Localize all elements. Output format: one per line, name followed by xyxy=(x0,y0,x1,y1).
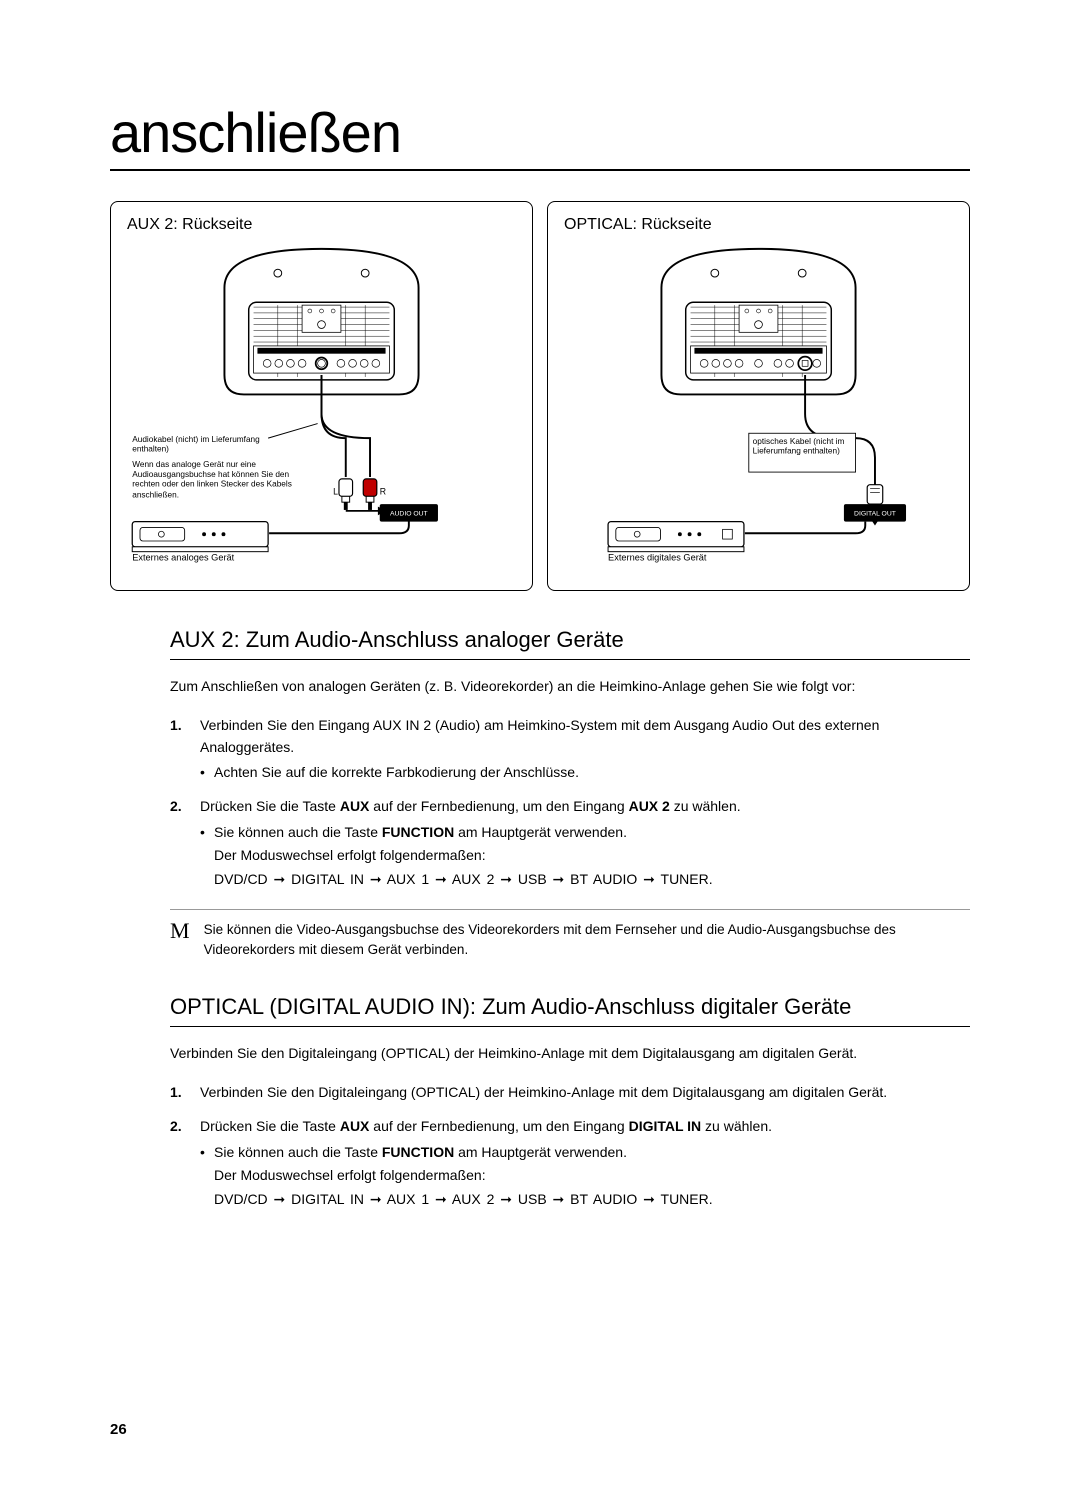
s1-mode-intro: Der Moduswechsel erfolgt folgendermaßen: xyxy=(214,845,970,867)
section1-step-1: 1. Verbinden Sie den Eingang AUX IN 2 (A… xyxy=(170,715,970,784)
section1-step-2: 2. Drücken Sie die Taste AUX auf der Fer… xyxy=(170,796,970,891)
section2-step-2: 2. Drücken Sie die Taste AUX auf der Fer… xyxy=(170,1116,970,1211)
aux2-mono-note: Wenn das analoge Gerät nur eine Audioaus… xyxy=(132,459,302,499)
s2-mode-chain: DVD/CD ➞ DIGITAL IN ➞ AUX 1 ➞ AUX 2 ➞ US… xyxy=(214,1189,970,1211)
diagram-aux2-svg: Audiokabel (nicht) im Lieferumfang entha… xyxy=(127,244,516,574)
note-icon: M xyxy=(170,920,190,961)
s1-mode-chain: DVD/CD ➞ DIGITAL IN ➞ AUX 1 ➞ AUX 2 ➞ US… xyxy=(214,869,970,891)
diagram-optical-title: OPTICAL: Rückseite xyxy=(564,216,953,234)
s1-step2-sub: Sie können auch die Taste FUNCTION am Ha… xyxy=(200,822,970,891)
s2-mode-intro: Der Moduswechsel erfolgt folgendermaßen: xyxy=(214,1165,970,1187)
optical-digital-out-label: DIGITAL OUT xyxy=(854,511,896,518)
aux2-cable-note: Audiokabel (nicht) im Lieferumfang entha… xyxy=(132,434,268,454)
section1-steps: 1. Verbinden Sie den Eingang AUX IN 2 (A… xyxy=(170,715,970,891)
s1-step1-sub: Achten Sie auf die korrekte Farbkodierun… xyxy=(200,762,970,784)
page-number: 26 xyxy=(110,1421,127,1438)
page-title: anschließen xyxy=(110,100,970,171)
aux2-plug-r-label: R xyxy=(380,486,386,496)
s2-step1-text: Verbinden Sie den Digitaleingang (OPTICA… xyxy=(200,1084,887,1100)
section-optical-heading: OPTICAL (DIGITAL AUDIO IN): Zum Audio-An… xyxy=(170,994,970,1027)
diagram-optical: OPTICAL: Rückseite xyxy=(547,201,970,591)
section2-steps: 1. Verbinden Sie den Digitaleingang (OPT… xyxy=(170,1082,970,1210)
section1-note: M Sie können die Video-Ausgangsbuchse de… xyxy=(170,909,970,961)
diagram-aux2-title: AUX 2: Rückseite xyxy=(127,216,516,234)
s2-step2-text: Drücken Sie die Taste AUX auf der Fernbe… xyxy=(200,1118,772,1134)
diagram-aux2: AUX 2: Rückseite xyxy=(110,201,533,591)
aux2-audio-out-label: AUDIO OUT xyxy=(390,511,428,518)
section2-intro: Verbinden Sie den Digitaleingang (OPTICA… xyxy=(170,1043,970,1064)
aux2-plug-l-label: L xyxy=(333,486,338,496)
diagram-row: AUX 2: Rückseite xyxy=(110,201,970,591)
section-aux2-heading: AUX 2: Zum Audio-Anschluss analoger Gerä… xyxy=(170,627,970,660)
diagram-optical-svg: optisches Kabel (nicht im Lieferumfang e… xyxy=(564,244,953,574)
section1-note-text: Sie können die Video-Ausgangsbuchse des … xyxy=(204,920,970,961)
s2-step2-sub: Sie können auch die Taste FUNCTION am Ha… xyxy=(200,1142,970,1211)
section2-step-1: 1. Verbinden Sie den Digitaleingang (OPT… xyxy=(170,1082,970,1104)
s1-step2-text: Drücken Sie die Taste AUX auf der Fernbe… xyxy=(200,798,741,814)
optical-device-label: Externes digitales Gerät xyxy=(608,553,754,564)
section1-intro: Zum Anschließen von analogen Geräten (z.… xyxy=(170,676,970,697)
optical-cable-note: optisches Kabel (nicht im Lieferumfang e… xyxy=(753,436,852,456)
s1-step1-text: Verbinden Sie den Eingang AUX IN 2 (Audi… xyxy=(200,717,879,755)
aux2-device-label: Externes analoges Gerät xyxy=(132,553,278,564)
